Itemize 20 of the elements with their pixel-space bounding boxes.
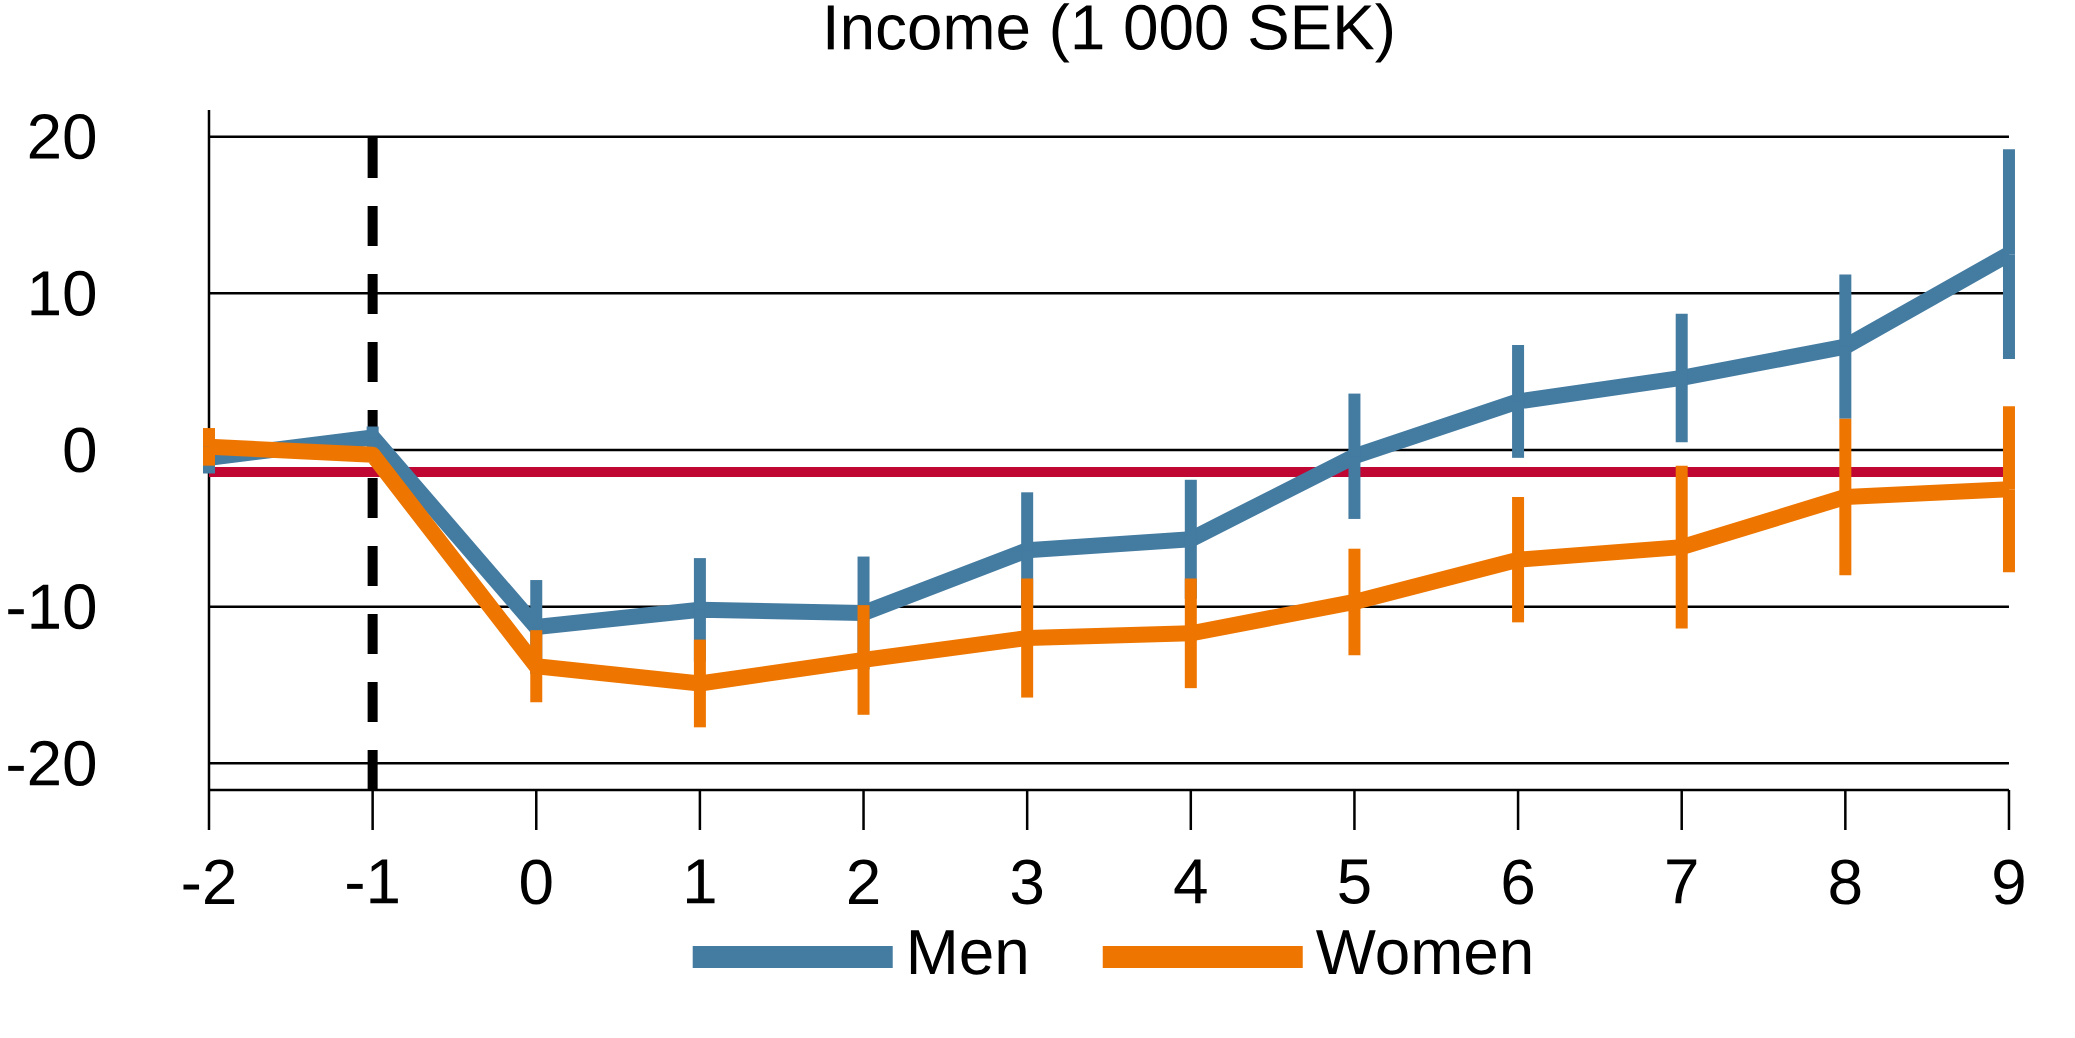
x-tick-label: 9 [1994, 859, 2024, 905]
y-tick-label: -20 [8, 740, 96, 786]
x-tick-label: 7 [1667, 859, 1697, 904]
x-tick-label: -2 [183, 859, 235, 904]
y-tick-label: 20 [29, 114, 96, 160]
x-tick-label: 8 [1830, 859, 1861, 905]
x-tick-label: 2 [849, 859, 879, 904]
x-tick-label: 0 [521, 859, 552, 905]
chart-title: Income (1 000 SEK) [827, 3, 1393, 63]
x-tick-label: 3 [1011, 859, 1043, 905]
legend-label: Women [1316, 930, 1531, 975]
legend-label: Men [910, 930, 1026, 975]
x-tick-label: 4 [1174, 859, 1207, 904]
y-tick-label: 10 [31, 270, 96, 316]
x-tick-label: 1 [687, 859, 715, 904]
y-tick-label: -10 [8, 584, 96, 630]
x-tick-label: 5 [1339, 859, 1370, 904]
y-tick-label: 0 [64, 427, 96, 473]
x-tick-label: 6 [1503, 859, 1533, 905]
x-tick-label: -1 [347, 859, 398, 904]
